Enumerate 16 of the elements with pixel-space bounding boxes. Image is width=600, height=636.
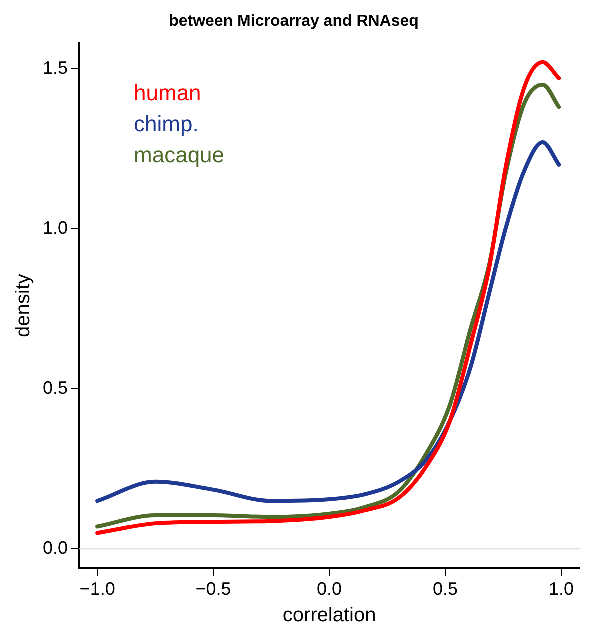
text: macaque — [134, 142, 225, 168]
y-tick-label: 0.0 — [42, 538, 68, 558]
y-axis-title: density — [12, 274, 35, 338]
text: human — [134, 80, 202, 106]
x-tick-label: −0.5 — [196, 579, 232, 600]
x-tick-label: 0.5 — [432, 579, 458, 600]
y-tick-label: 1.0 — [42, 218, 68, 238]
y-tick-label: 1.5 — [42, 58, 68, 78]
x-tick-label: 0.0 — [316, 579, 342, 600]
y-tick-label: 0.5 — [42, 378, 68, 398]
chart-title: between Microarray and RNAseq — [169, 13, 419, 30]
line-series — [96, 140, 562, 504]
text: chimp. — [134, 111, 199, 136]
x-axis-title: correlation — [282, 604, 376, 627]
x-tick-label: 1.0 — [548, 579, 574, 600]
x-tick-label: −1.0 — [80, 579, 116, 600]
